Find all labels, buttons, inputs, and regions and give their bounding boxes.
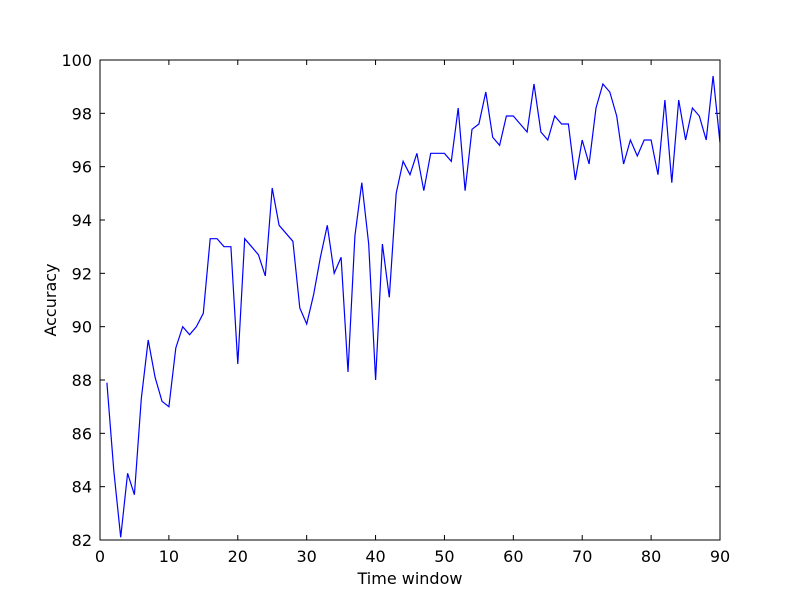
series-line [106, 75, 721, 538]
y-tick-label: 96 [72, 158, 92, 177]
plot-area [100, 60, 720, 540]
x-tick-label: 70 [572, 547, 592, 566]
x-tick-label: 40 [365, 547, 385, 566]
x-tick-label: 0 [95, 547, 105, 566]
y-tick-label: 98 [72, 104, 92, 123]
x-tick-label: 60 [503, 547, 523, 566]
x-tick-label: 20 [228, 547, 248, 566]
y-tick-label: 90 [72, 318, 92, 337]
y-tick-label: 94 [72, 211, 92, 230]
y-tick-label: 100 [61, 51, 92, 70]
y-tick-label: 84 [72, 478, 92, 497]
y-tick-label: 92 [72, 264, 92, 283]
y-axis-label: Accuracy [41, 263, 60, 336]
x-tick-label: 50 [434, 547, 454, 566]
axis-tick-labels: 0 10 20 30 40 50 60 70 80 90 82 84 86 88 90 92 94 96 98 100 [61, 51, 730, 566]
x-tick-label: 10 [159, 547, 179, 566]
x-tick-label: 90 [710, 547, 730, 566]
y-tick-label: 88 [72, 371, 92, 390]
x-axis-label: Time window [357, 569, 463, 588]
x-tick-label: 30 [296, 547, 316, 566]
y-tick-label: 86 [72, 424, 92, 443]
y-tick-label: 82 [72, 531, 92, 550]
x-tick-label: 80 [641, 547, 661, 566]
plot-frame [99, 59, 721, 541]
